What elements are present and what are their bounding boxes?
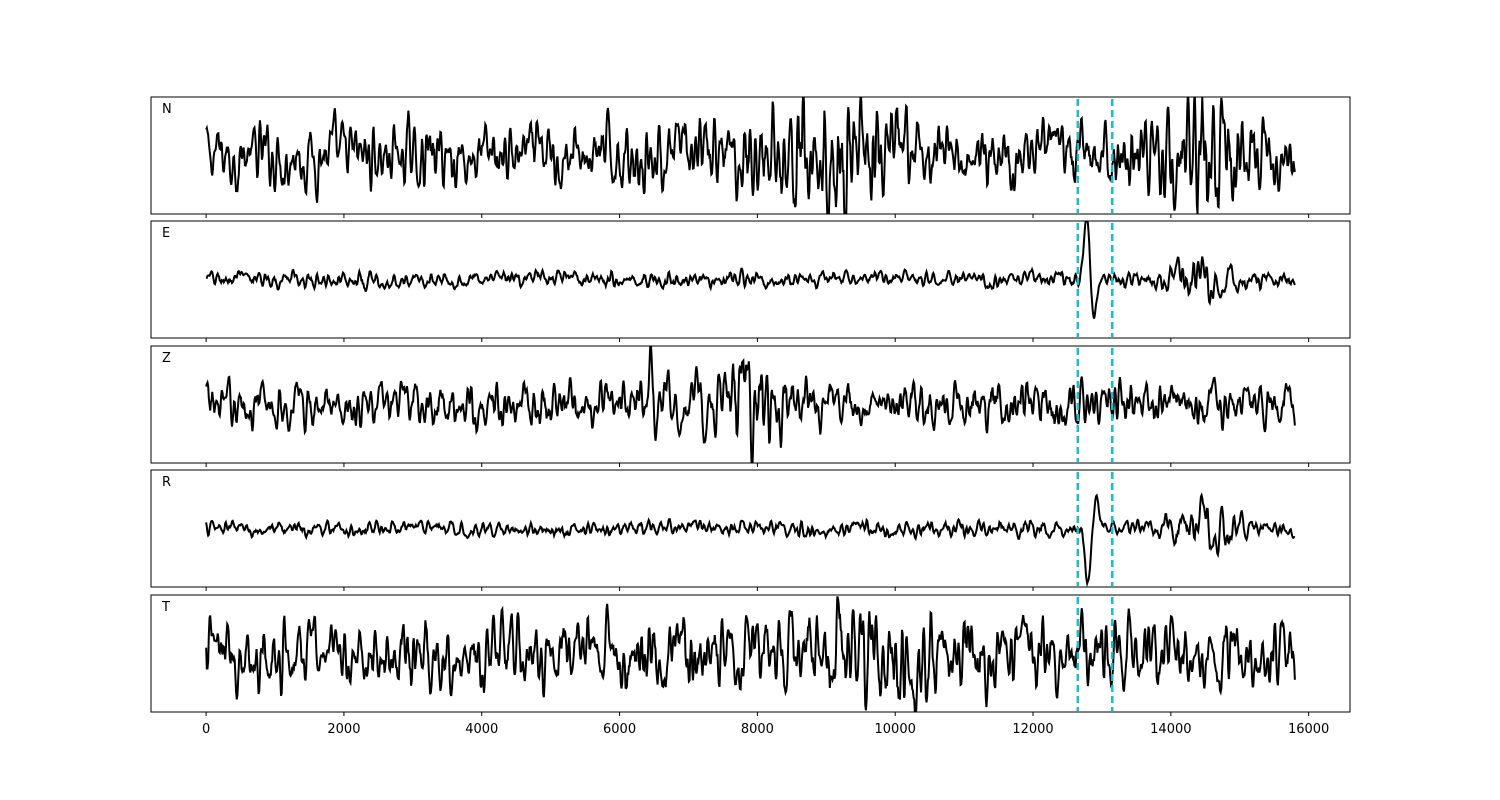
panel-frame	[150, 96, 1351, 215]
x-tick-label: 0	[202, 722, 210, 737]
panel-label-n: N	[162, 102, 172, 117]
x-tick-label: 10000	[875, 722, 916, 737]
panel-t: T	[150, 594, 1351, 716]
panel-frame	[150, 594, 1351, 713]
panel-n: N	[150, 96, 1351, 218]
panel-r: R	[150, 469, 1351, 591]
panel-group: N E Z R T	[150, 96, 1351, 716]
x-tick-label: 16000	[1288, 722, 1329, 737]
panel-frame	[150, 469, 1351, 588]
panel-frame	[150, 345, 1351, 464]
panel-label-r: R	[162, 475, 171, 490]
panel-label-t: T	[161, 600, 170, 615]
x-tick-label: 4000	[465, 722, 498, 737]
x-tick-label: 8000	[741, 722, 774, 737]
panel-z: Z	[150, 345, 1351, 467]
x-tick-label: 6000	[603, 722, 636, 737]
panel-label-z: Z	[162, 351, 171, 366]
x-tick-label: 12000	[1012, 722, 1053, 737]
x-axis: 0 2000 4000 6000 8000 10000 12000 14000 16000	[202, 722, 1329, 737]
panel-e: E	[150, 220, 1351, 342]
x-tick-label: 2000	[327, 722, 360, 737]
trace-z	[205, 346, 1296, 463]
panel-frame	[150, 220, 1351, 339]
x-tick-label: 14000	[1150, 722, 1191, 737]
panel-label-e: E	[162, 226, 170, 241]
